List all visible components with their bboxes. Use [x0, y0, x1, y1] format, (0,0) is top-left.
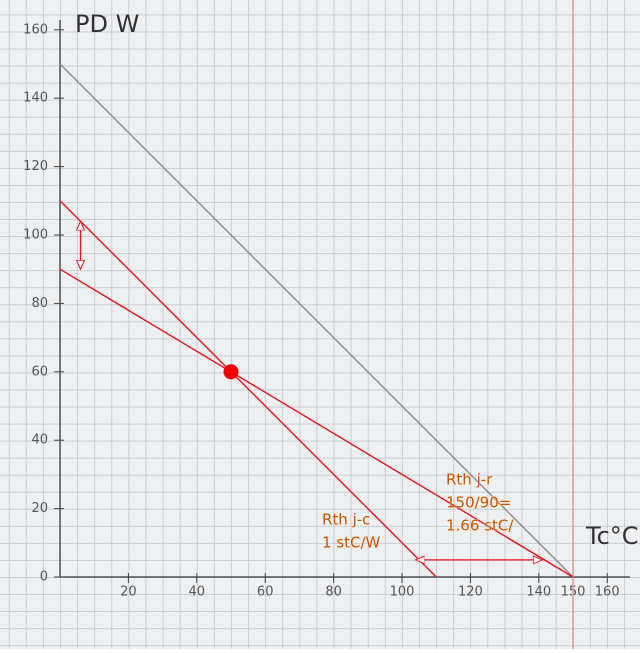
x-tick-label: 60 [257, 585, 274, 600]
x-tick-label: 140 [526, 585, 551, 600]
line [59, 268, 574, 578]
y-tick-label: 40 [31, 433, 48, 448]
annotation: 1 stC/W [322, 534, 381, 552]
y-tick-label: 80 [31, 296, 48, 311]
x-tick-label: 80 [325, 585, 342, 600]
x-tick-label: 40 [189, 585, 206, 600]
y-tick-label: 140 [23, 91, 48, 106]
y-tick-label: 160 [23, 22, 48, 37]
annotation: 150/90= [446, 494, 511, 512]
x-tick-label: 120 [458, 585, 483, 600]
x-tick-label: 20 [120, 585, 137, 600]
line [59, 63, 574, 578]
x-tick-label: 160 [595, 585, 620, 600]
annotation: 1.66 stC/ [446, 517, 514, 535]
y-tick-label: 20 [31, 501, 48, 516]
y-axis-label: PD W [75, 10, 139, 38]
line [59, 200, 437, 578]
annotation: Rth j-c [322, 511, 370, 529]
y-tick-label: 0 [40, 570, 48, 585]
y-tick-label: 100 [23, 228, 48, 243]
y-tick-label: 60 [31, 364, 48, 379]
operating-point [223, 364, 239, 380]
x-tick-label: 100 [390, 585, 415, 600]
y-tick-label: 120 [23, 159, 48, 174]
x-axis-label: Tc°C [585, 522, 639, 550]
annotation: Rth j-r [446, 471, 493, 489]
